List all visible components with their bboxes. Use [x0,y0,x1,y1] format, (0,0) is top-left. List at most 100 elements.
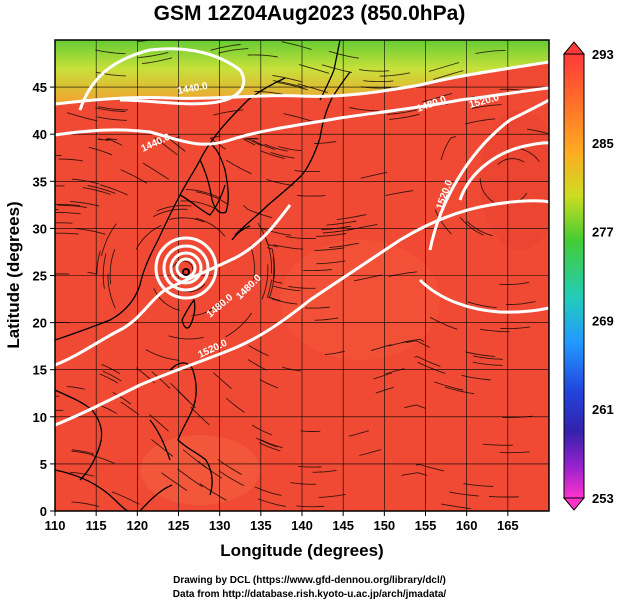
typhoon-center-dot [184,270,188,274]
streamline [318,493,346,498]
streamline [218,470,245,487]
streamline [475,50,506,55]
streamline [112,392,132,405]
streamline [379,72,410,77]
streamline [479,328,510,333]
streamline [55,209,59,211]
streamline [55,212,81,215]
streamline [55,409,64,411]
colorbar: 293 285 277 269 261 253 [562,41,614,511]
streamline [137,40,153,42]
streamline [401,472,428,476]
streamline [312,469,337,473]
streamline [55,232,79,235]
streamline [465,351,496,357]
streamline [87,250,101,275]
streamline [249,245,255,281]
streamline [252,139,276,151]
streamline [328,50,359,59]
cool-patch [480,110,549,250]
streamline [107,138,123,146]
streamline [261,228,292,236]
streamline [404,404,426,409]
streamline [95,107,126,112]
streamline [473,355,503,360]
streamline [290,482,316,485]
streamline [258,442,281,452]
streamline [428,62,460,72]
streamline [459,217,484,236]
streamline [88,146,113,156]
streamline [298,64,330,74]
warm-patch [280,240,440,360]
streamline [479,178,495,203]
streamline [66,386,86,390]
streamline [97,106,129,111]
streamline [441,503,471,510]
streamline [251,424,272,436]
streamline [225,159,252,175]
grid-lines [55,40,549,511]
streamline [389,113,420,120]
streamline [58,158,84,162]
streamline [278,146,302,152]
y-tick-label: 15 [33,363,47,378]
y-tick-label: 35 [33,174,47,189]
streamline [120,169,148,184]
streamline [72,449,94,455]
streamline [99,373,119,384]
streamline [256,437,278,448]
streamline [421,92,453,103]
streamline [463,483,494,487]
streamline [434,209,452,235]
x-tick-label: 115 [86,518,107,533]
streamline [273,244,304,250]
colorbar-label: 253 [592,491,614,506]
y-tick-label: 10 [33,410,47,425]
x-tick-label: 135 [250,518,272,533]
streamline [210,44,241,51]
x-axis-title: Longitude (degrees) [220,541,383,560]
streamline [272,75,303,83]
streamline [151,439,174,457]
x-axis-ticks: 110 115 120 125 130 135 140 145 150 155 160 165 [45,511,519,533]
streamline [324,350,345,356]
streamline [266,178,294,186]
streamline [359,449,382,456]
streamline [55,395,60,397]
streamline [209,135,226,150]
y-tick-label: 40 [33,127,47,142]
streamline [213,372,232,389]
streamline [300,430,321,432]
streamline [303,269,332,272]
warm-patch [140,435,260,505]
streamline [254,486,282,496]
streamline [260,150,285,159]
streamline [55,185,65,187]
streamline [99,184,128,196]
streamline [177,468,203,488]
streamline [472,361,503,366]
streamline [500,326,531,330]
streamline [273,285,301,292]
streamline [336,214,367,221]
streamline [326,220,357,226]
y-tick-label: 45 [33,80,47,95]
streamline [347,223,378,231]
streamline [433,70,464,80]
streamline [87,185,116,194]
streamline [98,404,118,414]
streamline [464,118,496,125]
streamline [360,171,387,179]
colorbar-label: 293 [592,47,614,62]
y-axis-ticks: 0 5 10 15 20 25 30 35 40 45 [33,80,55,519]
x-tick-label: 150 [373,518,395,533]
streamline [248,345,269,357]
streamline [388,340,410,347]
streamline [191,300,223,317]
y-tick-label: 20 [33,316,47,331]
streamline [180,200,216,209]
x-tick-label: 140 [291,518,313,533]
streamline [71,450,94,456]
